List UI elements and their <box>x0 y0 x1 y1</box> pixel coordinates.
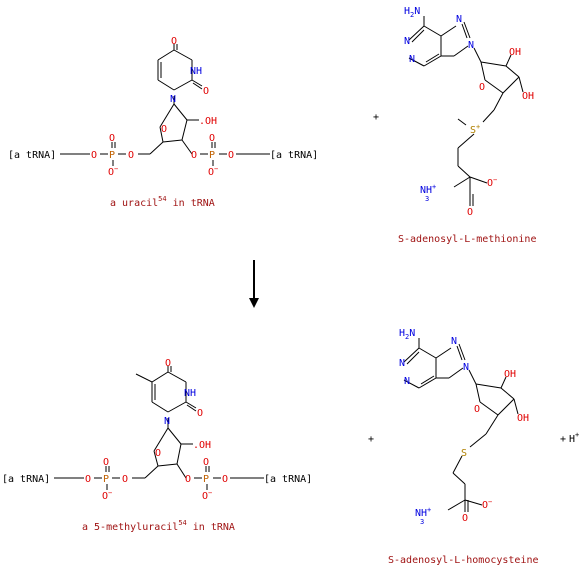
trna-label: [a tRNA] <box>8 150 56 161</box>
svg-text:O: O <box>191 150 197 161</box>
svg-text:.OH: .OH <box>199 116 217 127</box>
svg-text:O: O <box>203 457 209 468</box>
svg-text:NH: NH <box>190 66 202 77</box>
svg-text:O: O <box>103 457 109 468</box>
svg-text:O: O <box>474 404 480 415</box>
svg-text:O: O <box>209 133 215 144</box>
svg-text:O: O <box>165 358 171 369</box>
svg-text:N: N <box>164 416 170 427</box>
svg-text:H2N: H2N <box>404 6 420 19</box>
proton: H+ <box>569 431 579 445</box>
uracil-trna-structure: O NH O N O .OH O P O O− O O P O O− O [a … <box>8 36 318 178</box>
svg-text:N: N <box>399 358 405 369</box>
svg-text:P: P <box>209 150 215 161</box>
svg-text:O: O <box>185 474 191 485</box>
svg-text:N: N <box>468 40 474 51</box>
svg-text:H2N: H2N <box>399 328 415 341</box>
svg-text:O−: O− <box>487 176 497 189</box>
svg-text:O: O <box>197 408 203 419</box>
svg-text:.OH: .OH <box>193 440 211 451</box>
svg-text:S+: S+ <box>470 123 480 136</box>
svg-text:O: O <box>91 150 97 161</box>
plus-sign: + <box>373 112 379 123</box>
svg-text:N: N <box>409 54 415 65</box>
trna-label: [a tRNA] <box>264 474 312 485</box>
plus-sign: + <box>368 434 374 445</box>
svg-text:NH: NH <box>184 388 196 399</box>
sam-structure: H2N N N N N O OH OH S+ NH+ 3 O− O <box>404 6 534 218</box>
svg-text:O: O <box>222 474 228 485</box>
svg-text:O: O <box>161 124 167 135</box>
substrate-1-caption: a uracil54 in tRNA <box>110 195 215 209</box>
svg-text:N: N <box>456 14 462 25</box>
svg-text:O: O <box>479 82 485 93</box>
svg-text:O: O <box>228 150 234 161</box>
svg-text:P: P <box>203 474 209 485</box>
svg-text:N: N <box>463 362 469 373</box>
svg-text:N: N <box>404 36 410 47</box>
svg-text:O−: O− <box>482 498 492 511</box>
plus-sign: + <box>560 434 566 445</box>
svg-text:N: N <box>170 94 176 105</box>
svg-text:O−: O− <box>208 165 218 178</box>
svg-text:N: N <box>404 376 410 387</box>
svg-text:O: O <box>122 474 128 485</box>
svg-text:OH: OH <box>517 413 529 424</box>
svg-text:O−: O− <box>108 165 118 178</box>
svg-text:OH: OH <box>522 91 534 102</box>
svg-text:3: 3 <box>420 518 424 526</box>
svg-text:N: N <box>451 336 457 347</box>
product-2-caption: S-adenosyl-L-homocysteine <box>388 555 539 566</box>
svg-text:O: O <box>203 86 209 97</box>
svg-text:3: 3 <box>425 195 429 203</box>
svg-text:O: O <box>85 474 91 485</box>
svg-text:O: O <box>128 150 134 161</box>
trna-label: [a tRNA] <box>270 150 318 161</box>
svg-text:O−: O− <box>102 489 112 502</box>
svg-text:O: O <box>467 207 473 218</box>
svg-text:OH: OH <box>509 47 521 58</box>
sah-structure: H2N N N N N O OH OH S NH+ 3 O− O <box>399 328 529 526</box>
product-1-caption: a 5-methyluracil54 in tRNA <box>82 519 235 533</box>
svg-text:O: O <box>462 513 468 524</box>
svg-text:P: P <box>103 474 109 485</box>
methyluracil-trna-structure: O NH O N O .OH O P O O− O O P O O− O [a … <box>2 358 312 502</box>
svg-text:O−: O− <box>202 489 212 502</box>
trna-label: [a tRNA] <box>2 474 50 485</box>
svg-text:O: O <box>171 36 177 47</box>
svg-text:OH: OH <box>504 369 516 380</box>
reaction-arrow <box>249 260 259 308</box>
svg-text:S: S <box>461 448 467 459</box>
substrate-2-caption: S-adenosyl-L-methionine <box>398 234 536 245</box>
svg-text:O: O <box>155 448 161 459</box>
svg-text:O: O <box>109 133 115 144</box>
svg-text:P: P <box>109 150 115 161</box>
